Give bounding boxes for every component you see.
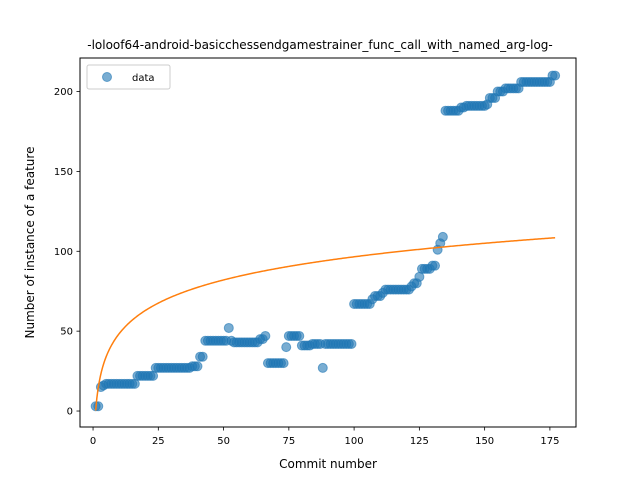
data-point xyxy=(192,361,203,372)
y-tick-label: 150 xyxy=(54,167,73,178)
legend: data xyxy=(86,64,171,90)
x-axis-label: Commit number xyxy=(279,457,377,471)
x-axis: 0 25 50 75 100 125 150 175 xyxy=(90,427,559,447)
data-point xyxy=(294,330,305,341)
x-tick-label: 125 xyxy=(410,436,429,447)
data-point xyxy=(281,342,292,353)
y-tick-label: 0 xyxy=(67,407,73,418)
y-axis: 0 50 100 150 200 xyxy=(54,87,80,418)
data-point xyxy=(430,260,441,271)
y-tick-label: 200 xyxy=(54,87,73,98)
y-axis-label: Number of instance of a feature xyxy=(23,147,37,339)
y-tick-label: 50 xyxy=(60,327,73,338)
legend-label-data: data xyxy=(132,73,155,84)
data-point xyxy=(346,338,357,349)
x-tick-label: 75 xyxy=(282,436,295,447)
data-point xyxy=(278,358,289,369)
data-point xyxy=(223,322,234,333)
data-point xyxy=(437,231,448,242)
chart-title: -loloof64-android-basicchessendgamestrai… xyxy=(87,38,553,52)
legend-marker xyxy=(102,72,112,82)
x-tick-label: 50 xyxy=(217,436,230,447)
x-tick-label: 100 xyxy=(345,436,364,447)
plot-area xyxy=(90,70,561,412)
data-point xyxy=(260,330,271,341)
fit-line xyxy=(94,236,556,411)
legend-box xyxy=(86,64,171,90)
x-tick-label: 25 xyxy=(152,436,165,447)
data-point xyxy=(317,362,328,373)
data-point xyxy=(197,351,208,362)
x-tick-label: 0 xyxy=(90,436,96,447)
x-tick-label: 150 xyxy=(475,436,494,447)
data-point xyxy=(550,70,561,81)
x-tick-label: 175 xyxy=(540,436,559,447)
axes-frame xyxy=(79,57,577,428)
y-tick-label: 100 xyxy=(54,247,73,258)
